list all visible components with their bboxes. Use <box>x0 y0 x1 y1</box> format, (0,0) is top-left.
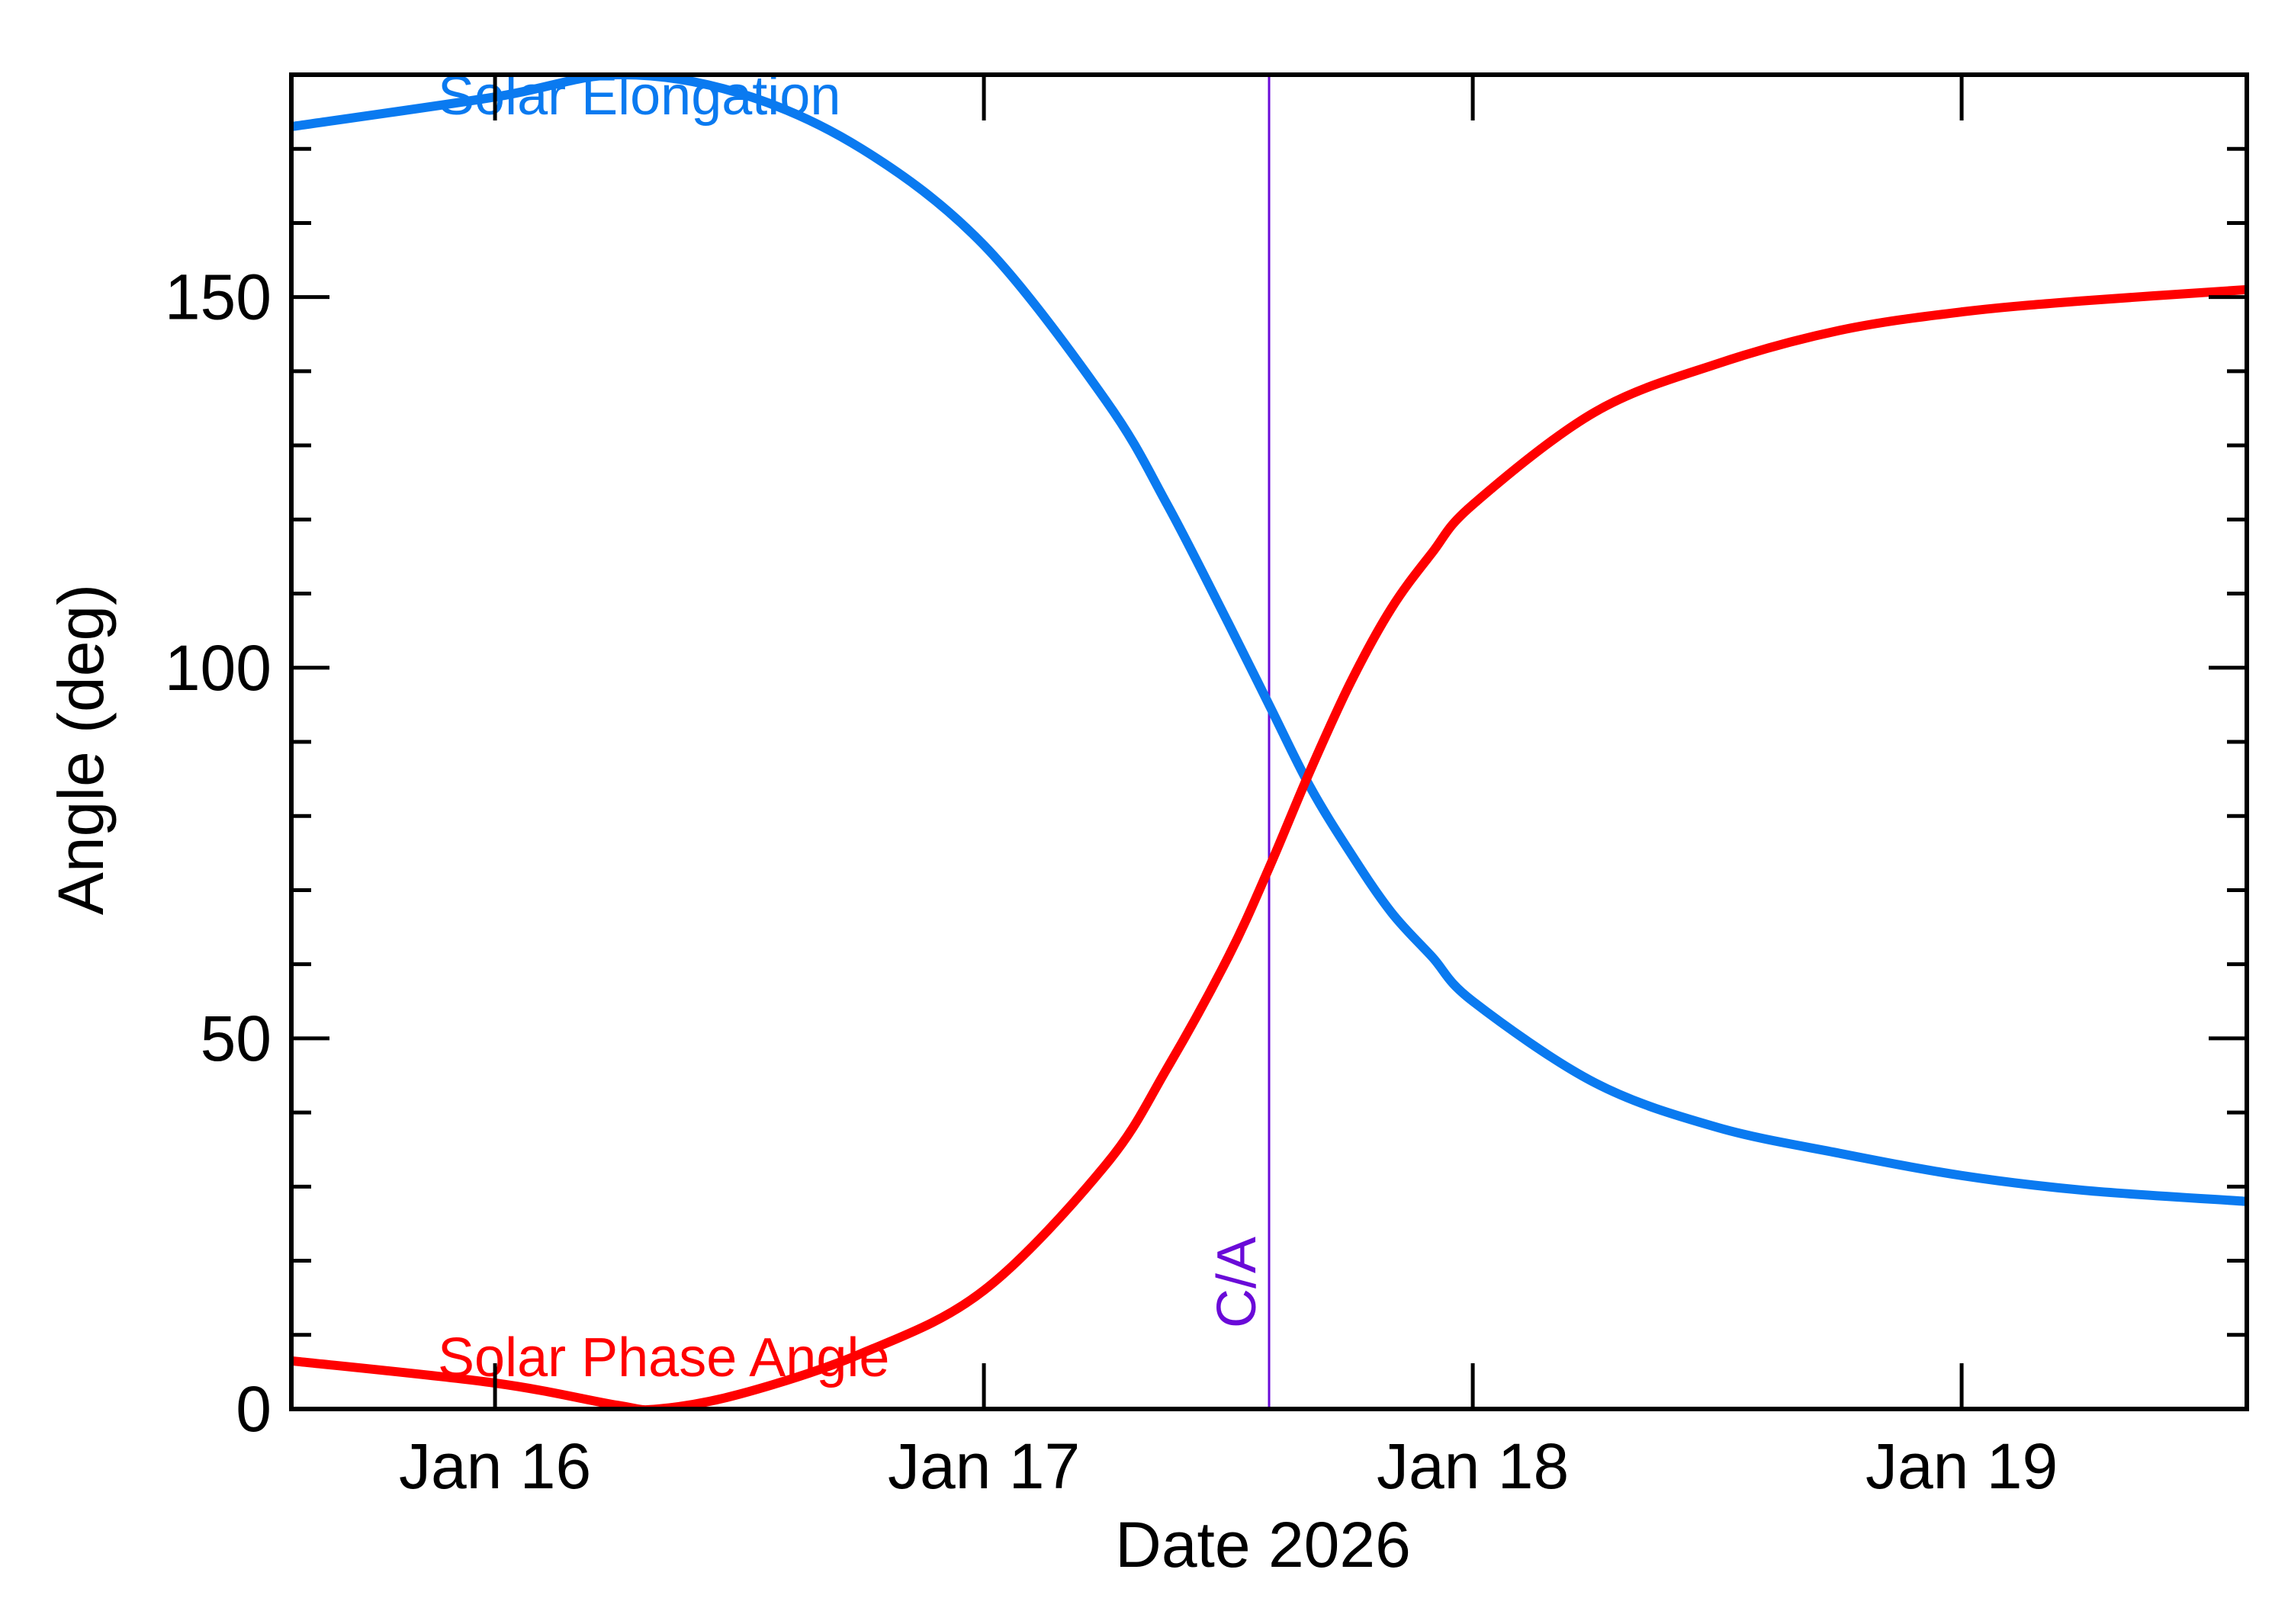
y-tick-label: 50 <box>201 1003 272 1074</box>
closest-approach-label: C/A <box>1207 1237 1268 1328</box>
y-tick-label: 0 <box>236 1373 272 1445</box>
y-axis-title: Angle (deg) <box>45 584 117 915</box>
y-tick-label: 100 <box>165 632 272 704</box>
x-tick-label: Jan 16 <box>399 1430 591 1502</box>
x-axis-title: Date 2026 <box>1115 1509 1411 1581</box>
x-tick-label: Jan 19 <box>1865 1430 2058 1502</box>
x-tick-label: Jan 18 <box>1377 1430 1569 1502</box>
solar-phase-angle-label: Solar Phase Angle <box>438 1327 889 1388</box>
y-tick-label: 150 <box>165 262 272 333</box>
x-tick-label: Jan 17 <box>888 1430 1080 1502</box>
solar-phase-angle-line <box>291 284 2247 1409</box>
axis-tick-labels: Jan 16 Jan 17 Jan 18 Jan 19 0 50 100 150 <box>165 262 2058 1502</box>
solar-elongation-line <box>291 75 2247 1206</box>
axis-ticks <box>291 75 2247 1409</box>
